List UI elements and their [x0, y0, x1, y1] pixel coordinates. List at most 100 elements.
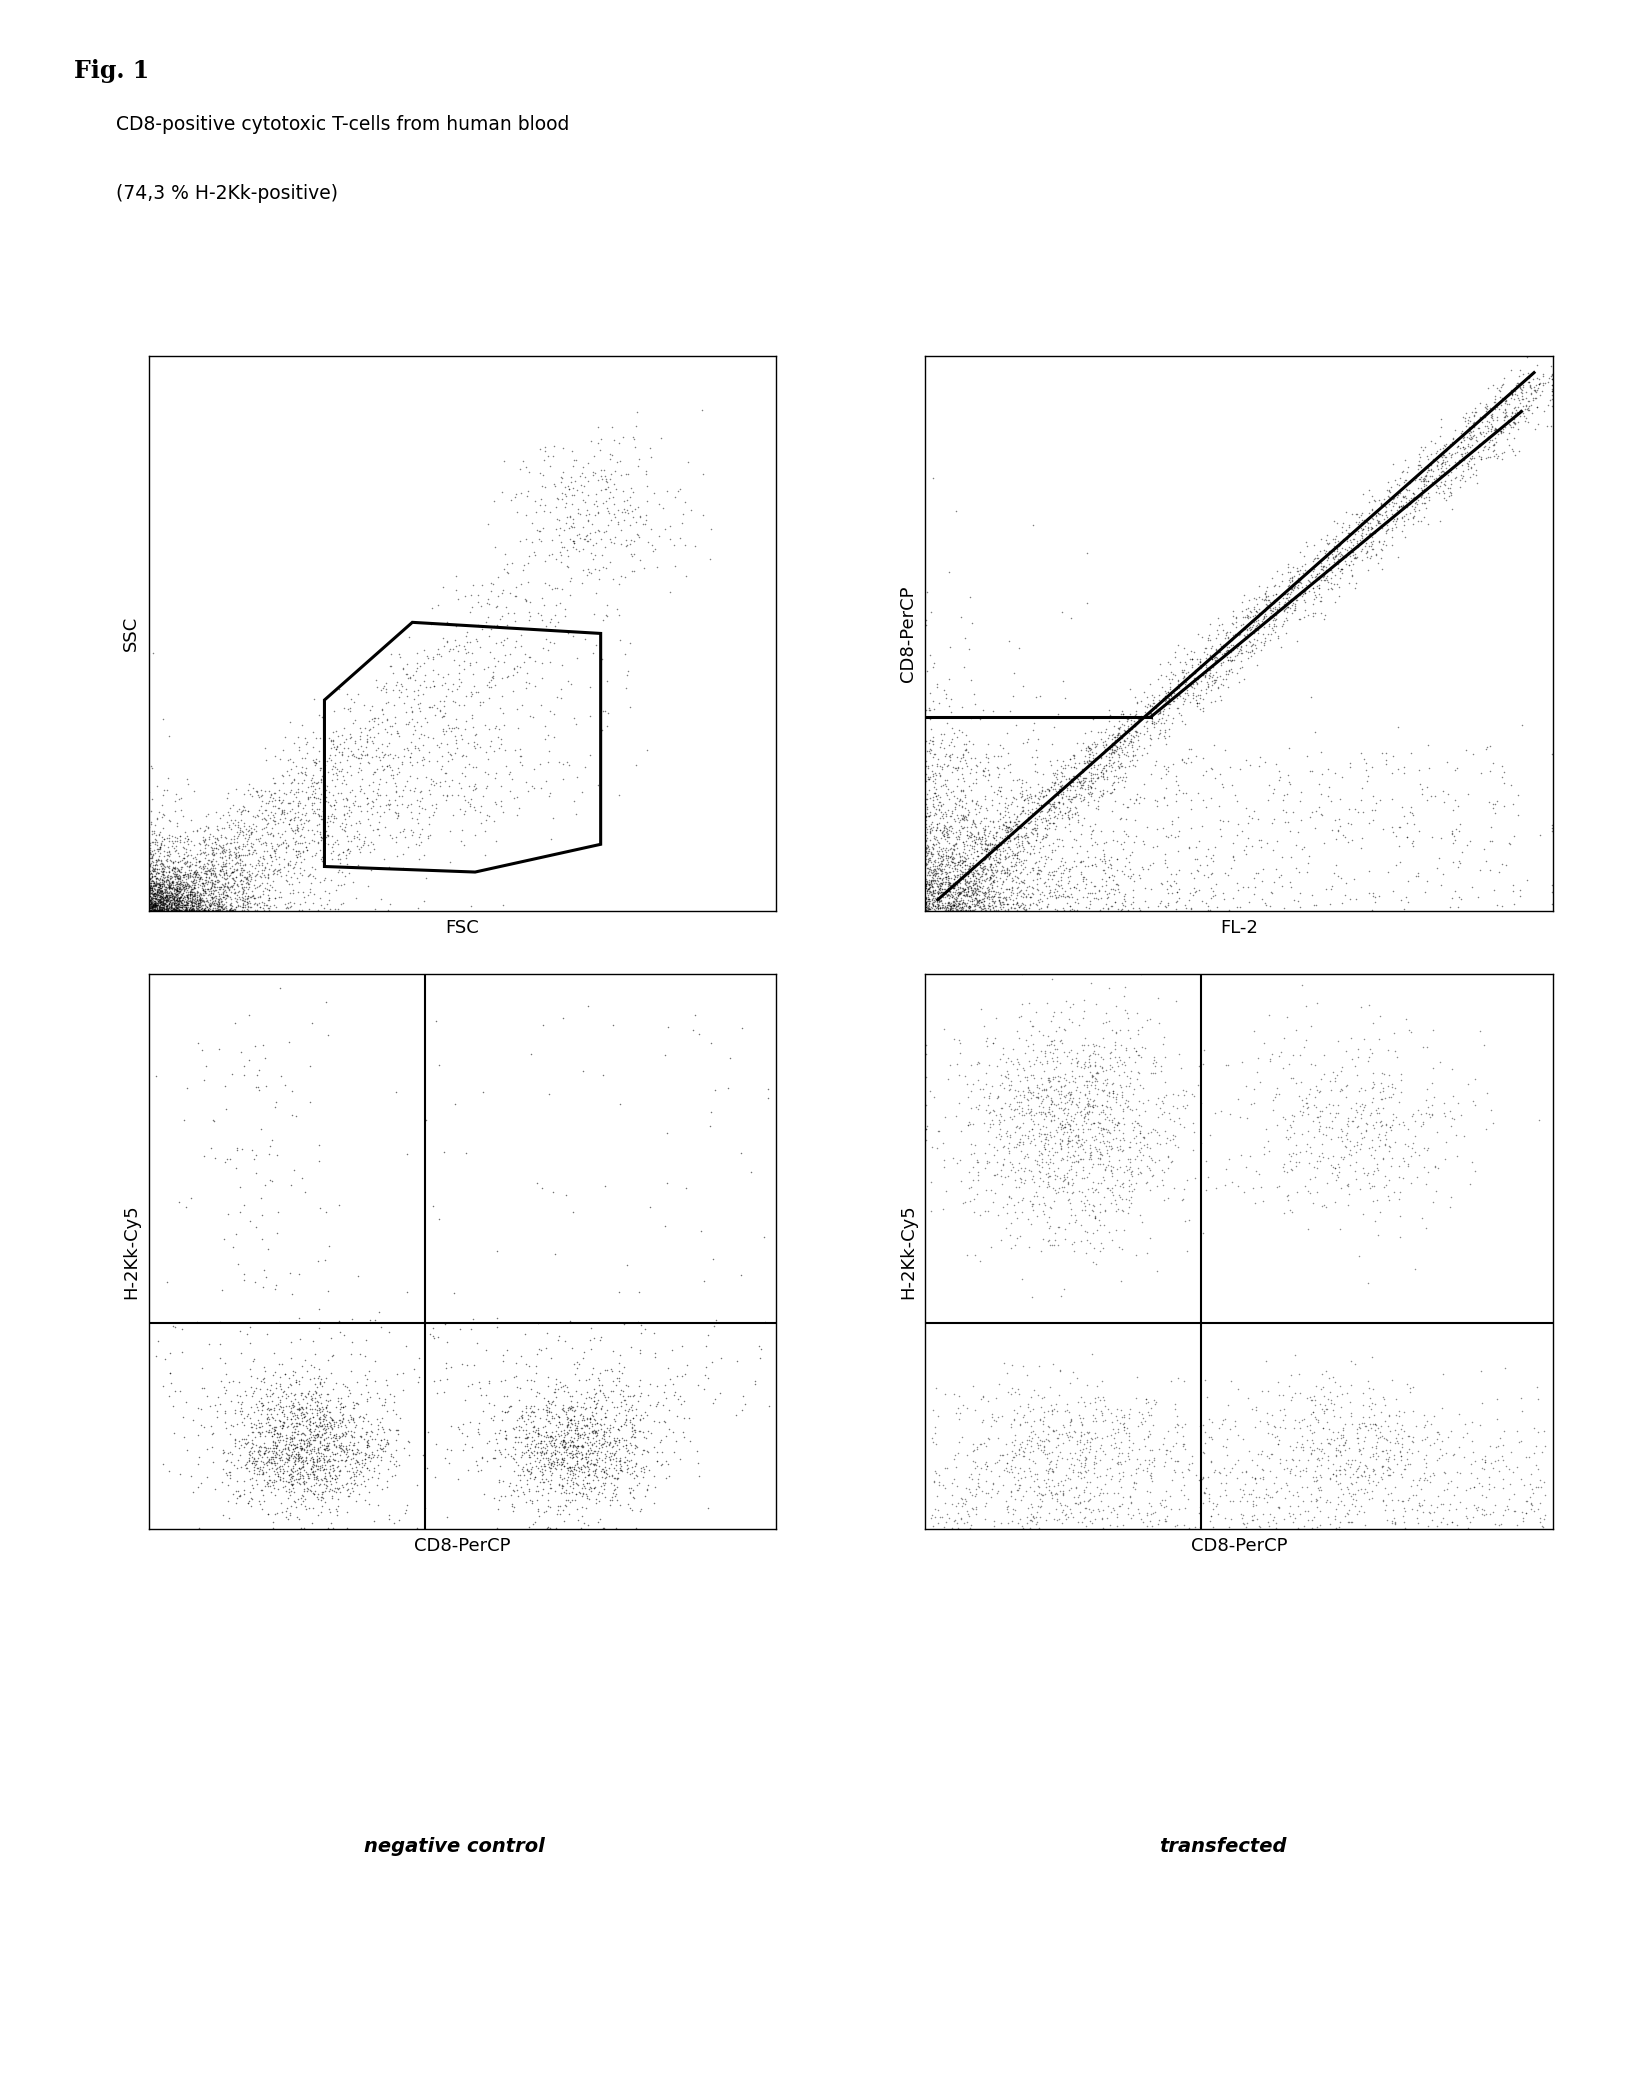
- Point: [550, 1374, 577, 1407]
- Point: [583, 1460, 610, 1493]
- Point: [1312, 553, 1338, 586]
- Point: [1244, 586, 1270, 620]
- Point: [1282, 1338, 1308, 1372]
- Point: [273, 1430, 299, 1464]
- Point: [1097, 861, 1123, 894]
- Point: [550, 1416, 577, 1449]
- Point: [378, 1460, 405, 1493]
- Point: [311, 748, 337, 781]
- Point: [1270, 593, 1297, 626]
- Point: [1411, 431, 1437, 465]
- Point: [1348, 519, 1374, 553]
- Point: [1036, 1436, 1062, 1470]
- Point: [1170, 672, 1196, 706]
- Point: [1214, 643, 1241, 676]
- Point: [1442, 873, 1469, 907]
- Point: [920, 879, 947, 913]
- Point: [289, 1416, 316, 1449]
- Point: [1323, 1158, 1350, 1191]
- Point: [1422, 475, 1449, 509]
- Point: [1036, 1424, 1062, 1457]
- Point: [1143, 1045, 1170, 1078]
- Point: [1265, 582, 1292, 616]
- Point: [230, 875, 256, 909]
- Point: [1072, 1078, 1099, 1112]
- Point: [147, 886, 173, 919]
- Point: [1411, 463, 1437, 496]
- Point: [228, 796, 254, 829]
- Point: [1274, 1443, 1300, 1476]
- Point: [560, 1466, 586, 1499]
- Point: [1072, 1091, 1099, 1124]
- Point: [423, 766, 449, 800]
- Point: [1262, 1512, 1289, 1545]
- Point: [256, 775, 282, 808]
- Point: [522, 1460, 548, 1493]
- Point: [1099, 1495, 1125, 1529]
- Point: [352, 1436, 378, 1470]
- Point: [306, 825, 332, 859]
- Point: [527, 515, 553, 549]
- Point: [1480, 1470, 1507, 1503]
- Point: [155, 892, 182, 926]
- Point: [980, 1026, 1006, 1060]
- Point: [947, 869, 973, 903]
- Point: [1483, 371, 1510, 404]
- Point: [525, 1376, 552, 1409]
- Point: [190, 838, 216, 871]
- Point: [142, 823, 169, 856]
- Point: [1036, 806, 1062, 840]
- Point: [278, 1457, 304, 1491]
- Point: [1338, 1407, 1365, 1441]
- Point: [1084, 1133, 1110, 1166]
- Point: [958, 701, 985, 735]
- Point: [1482, 1445, 1508, 1478]
- Point: [263, 796, 289, 829]
- Point: [1095, 861, 1122, 894]
- Point: [152, 888, 178, 921]
- Point: [292, 1175, 319, 1208]
- Point: [955, 819, 981, 852]
- Point: [507, 739, 534, 773]
- Point: [1398, 467, 1424, 500]
- Point: [1077, 743, 1104, 777]
- Point: [582, 1321, 608, 1355]
- Point: [170, 871, 197, 905]
- Point: [983, 1382, 1009, 1416]
- Point: [205, 892, 231, 926]
- Point: [301, 794, 327, 827]
- Point: [1317, 1386, 1343, 1420]
- Point: [961, 806, 988, 840]
- Point: [993, 810, 1019, 844]
- Point: [1401, 1420, 1427, 1453]
- Point: [1107, 725, 1133, 758]
- Point: [396, 660, 423, 693]
- Point: [248, 1393, 274, 1426]
- Point: [952, 852, 978, 886]
- Point: [164, 861, 190, 894]
- Point: [570, 450, 596, 484]
- Point: [1108, 733, 1135, 766]
- Point: [727, 1137, 753, 1171]
- Point: [1341, 517, 1368, 551]
- Point: [137, 884, 164, 917]
- Point: [187, 882, 213, 915]
- Point: [150, 829, 177, 863]
- Point: [147, 879, 173, 913]
- Point: [164, 886, 190, 919]
- Point: [206, 854, 233, 888]
- Point: [937, 867, 963, 900]
- Point: [1107, 722, 1133, 756]
- Point: [1386, 829, 1412, 863]
- Point: [999, 877, 1026, 911]
- Point: [140, 888, 167, 921]
- Point: [1313, 526, 1340, 559]
- Point: [297, 1457, 324, 1491]
- Point: [160, 850, 187, 884]
- Point: [1213, 1049, 1239, 1083]
- Point: [357, 1420, 383, 1453]
- Point: [289, 1416, 316, 1449]
- Point: [1414, 465, 1441, 498]
- Point: [605, 505, 631, 538]
- Point: [920, 856, 947, 890]
